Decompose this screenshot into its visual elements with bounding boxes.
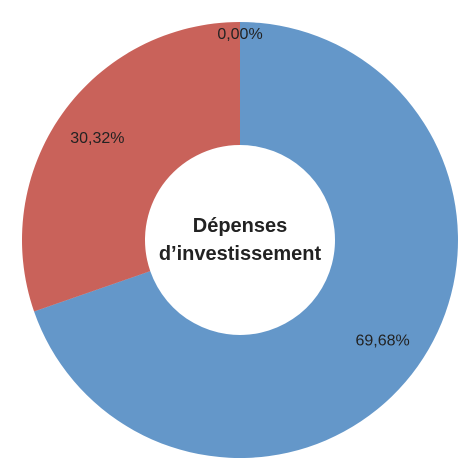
donut-slice [22, 22, 241, 312]
data-label: 69,68% [355, 333, 409, 350]
data-label: 30,32% [70, 130, 124, 147]
chart-title: Dépenses d’investissement [158, 215, 322, 265]
donut-slice [34, 22, 459, 459]
data-label: 0,00% [217, 26, 262, 43]
